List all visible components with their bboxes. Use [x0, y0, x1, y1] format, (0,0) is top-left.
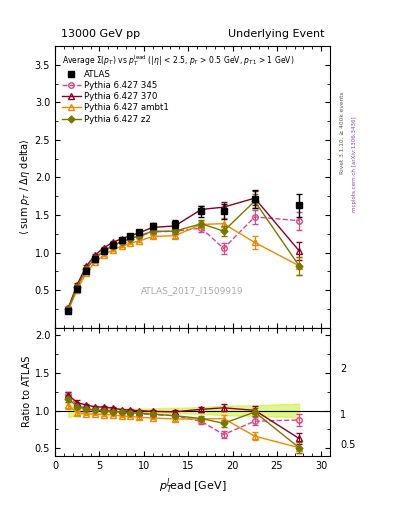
Text: 2: 2: [340, 364, 346, 374]
Text: 1: 1: [340, 410, 346, 420]
Text: Underlying Event: Underlying Event: [228, 29, 325, 39]
X-axis label: $p_T^l\!$ead [GeV]: $p_T^l\!$ead [GeV]: [159, 476, 226, 496]
Y-axis label: $\langle$ sum $p_T$ / $\Delta\eta$ delta$\rangle$: $\langle$ sum $p_T$ / $\Delta\eta$ delta…: [18, 139, 32, 235]
Text: Rivet 3.1.10, ≥ 400k events: Rivet 3.1.10, ≥ 400k events: [340, 92, 345, 175]
Text: mcplots.cern.ch [arXiv:1306.3436]: mcplots.cern.ch [arXiv:1306.3436]: [352, 116, 357, 211]
Y-axis label: Ratio to ATLAS: Ratio to ATLAS: [22, 356, 32, 428]
Text: 0.5: 0.5: [340, 440, 355, 451]
Legend: ATLAS, Pythia 6.427 345, Pythia 6.427 370, Pythia 6.427 ambt1, Pythia 6.427 z2: ATLAS, Pythia 6.427 345, Pythia 6.427 37…: [59, 50, 297, 126]
Text: ATLAS_2017_I1509919: ATLAS_2017_I1509919: [141, 287, 244, 295]
Text: 13000 GeV pp: 13000 GeV pp: [61, 29, 140, 39]
